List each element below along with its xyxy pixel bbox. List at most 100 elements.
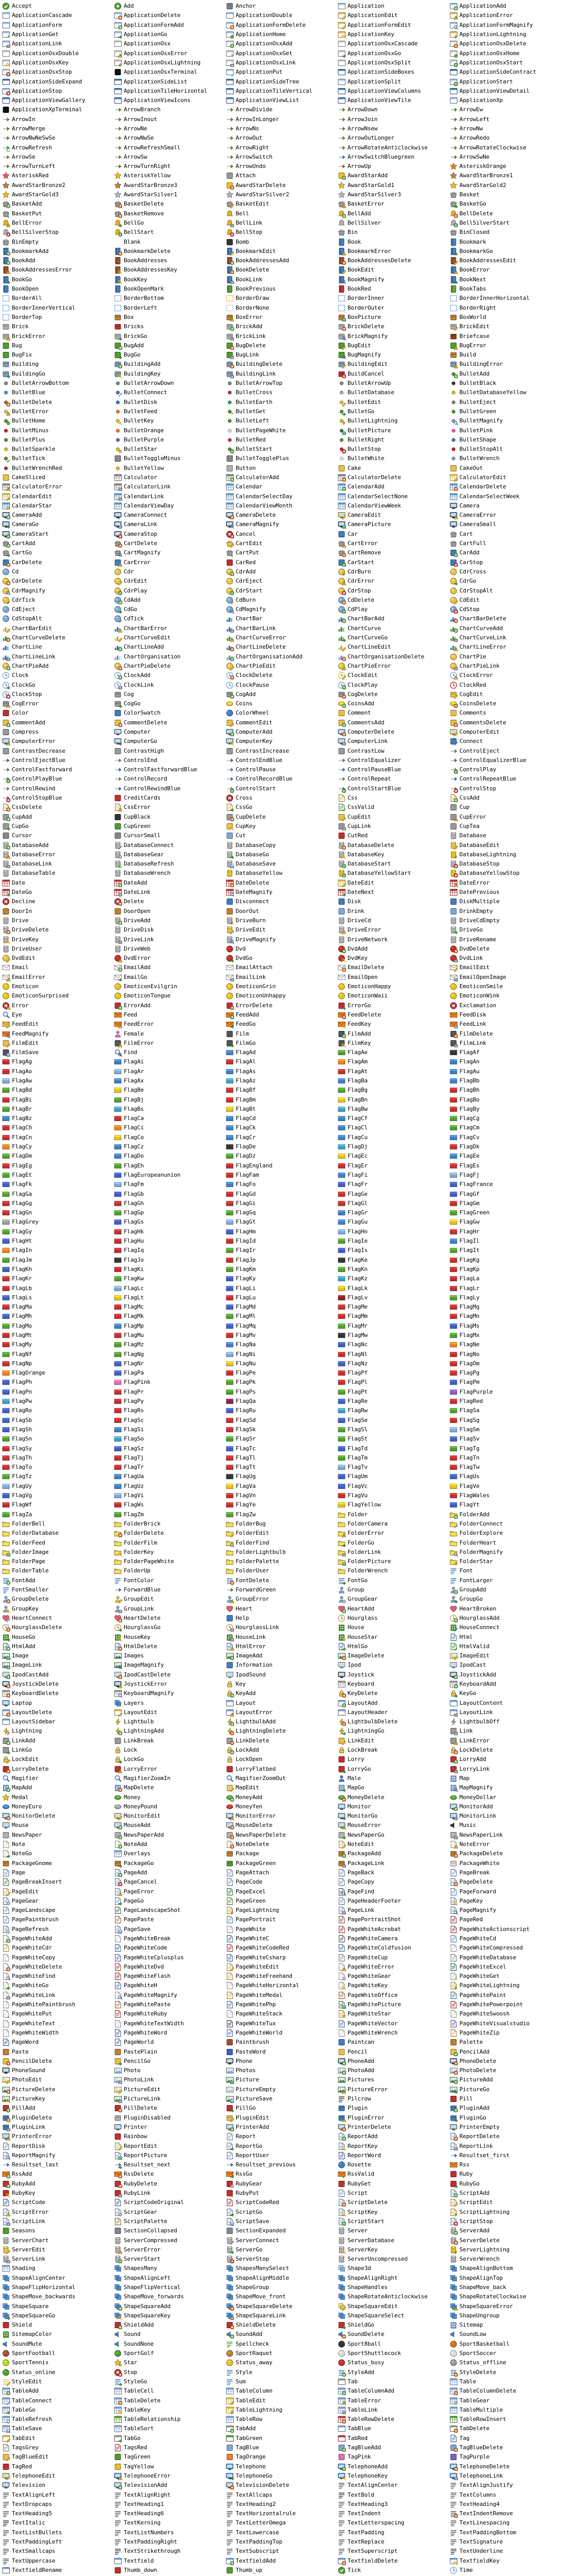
icon-list-item[interactable]: FlagIt [450, 1246, 562, 1255]
icon-list-item[interactable]: ControlRepeat [338, 774, 450, 784]
icon-list-item[interactable]: PageWhiteText [2, 2019, 114, 2028]
icon-list-item[interactable]: FlagLk [338, 1283, 450, 1293]
icon-list-item[interactable]: ClockError [450, 671, 562, 680]
icon-list-item[interactable]: DatabaseWrench [114, 869, 226, 878]
icon-list-item[interactable]: Font [450, 1566, 562, 1575]
icon-list-item[interactable]: FlagTt [226, 1463, 338, 1472]
icon-list-item[interactable]: Seasons [2, 2226, 114, 2235]
icon-list-item[interactable]: FlagZa [2, 1510, 114, 1519]
icon-list-item[interactable]: Shield [2, 2320, 114, 2330]
icon-list-item[interactable]: AwardStarAdd [338, 171, 450, 180]
icon-list-item[interactable]: FlagMr [338, 1321, 450, 1331]
icon-list-item[interactable]: BulletStar [114, 445, 226, 454]
icon-list-item[interactable]: PillAdd [2, 2104, 114, 2113]
icon-list-item[interactable]: FlagIq [114, 1246, 226, 1255]
icon-list-item[interactable]: AwardStarGold2 [450, 181, 562, 190]
icon-list-item[interactable]: BellLink [226, 218, 338, 228]
icon-list-item[interactable]: ScriptLightning [450, 2207, 562, 2216]
icon-list-item[interactable]: Tick [338, 2566, 450, 2575]
icon-list-item[interactable]: FolderLink [338, 1548, 450, 1557]
icon-list-item[interactable]: Male [338, 1774, 450, 1783]
icon-list-item[interactable]: ApplicationOsxDouble [2, 48, 114, 58]
icon-list-item[interactable]: RubyPut [226, 2189, 338, 2198]
icon-list-item[interactable]: BulletStopAlt [450, 445, 562, 454]
icon-list-item[interactable]: FilmAdd [338, 1029, 450, 1038]
icon-list-item[interactable]: ChartLineAdd [114, 642, 226, 652]
icon-list-item[interactable]: Keyboard [338, 1680, 450, 1689]
icon-list-item[interactable]: PageDelete [450, 1877, 562, 1887]
icon-list-item[interactable]: Tab [338, 2377, 450, 2386]
icon-list-item[interactable]: PageExcel [226, 1887, 338, 1896]
icon-list-item[interactable]: Style [226, 2368, 338, 2377]
icon-list-item[interactable]: TextUnderline [450, 2547, 562, 2556]
icon-list-item[interactable]: Server [338, 2226, 450, 2235]
icon-list-item[interactable]: SectionCollapsed [114, 2226, 226, 2235]
icon-list-item[interactable]: NewsPaperGo [338, 1831, 450, 1840]
icon-list-item[interactable]: Hourglass [338, 1614, 450, 1623]
icon-list-item[interactable]: PageWhiteMedal [226, 1991, 338, 2000]
icon-list-item[interactable]: Box [114, 313, 226, 322]
icon-list-item[interactable]: PictureKey [2, 2094, 114, 2104]
icon-list-item[interactable]: FlagCh [2, 1123, 114, 1132]
icon-list-item[interactable]: FlagGrey [2, 1217, 114, 1227]
icon-list-item[interactable]: FlagMo [2, 1321, 114, 1331]
icon-list-item[interactable]: TagRed [2, 2462, 114, 2471]
icon-list-item[interactable]: ScriptCodeOriginal [114, 2198, 226, 2207]
icon-list-item[interactable]: Photos [226, 2066, 338, 2075]
icon-list-item[interactable]: FlagEt [2, 1171, 114, 1180]
icon-list-item[interactable]: FlagPf [338, 1368, 450, 1378]
icon-list-item[interactable]: Report [226, 2132, 338, 2141]
icon-list-item[interactable]: FlagAd [226, 1048, 338, 1057]
icon-list-item[interactable]: CdEject [2, 605, 114, 614]
icon-list-item[interactable]: FeedAdd [226, 1010, 338, 1020]
icon-list-item[interactable]: FlagLy [450, 1293, 562, 1302]
icon-list-item[interactable]: CogDelete [338, 690, 450, 699]
icon-list-item[interactable]: ArrowOut [226, 133, 338, 143]
icon-list-item[interactable]: FlagBs [114, 1105, 226, 1114]
icon-list-item[interactable]: TextPaddingRight [114, 2537, 226, 2547]
icon-list-item[interactable]: CursorSmall [114, 831, 226, 840]
icon-list-item[interactable]: PageWhiteAdd [2, 1934, 114, 1943]
icon-list-item[interactable]: BulletEject [450, 397, 562, 406]
icon-list-item[interactable]: EmoticonUnhappy [226, 991, 338, 1001]
icon-list-item[interactable]: TelephoneAdd [338, 2462, 450, 2471]
icon-list-item[interactable]: FlagOrange [2, 1368, 114, 1378]
icon-list-item[interactable]: BorderTop [2, 313, 114, 322]
icon-list-item[interactable]: Thumb_up [226, 2566, 338, 2575]
icon-list-item[interactable]: TableSave [2, 2424, 114, 2433]
icon-list-item[interactable]: FlagGb [114, 1189, 226, 1198]
icon-list-item[interactable]: CameraError [450, 511, 562, 520]
icon-list-item[interactable]: FlagPg [450, 1368, 562, 1378]
icon-list-item[interactable]: HouseGo [2, 1632, 114, 1641]
icon-list-item[interactable]: DriveMagnify [226, 935, 338, 944]
icon-list-item[interactable]: LorryGo [338, 1765, 450, 1774]
icon-list-item[interactable]: Briefcase [450, 331, 562, 341]
icon-list-item[interactable]: EmailLink [226, 973, 338, 982]
icon-list-item[interactable]: FlagTw [450, 1463, 562, 1472]
icon-list-item[interactable]: BulletWhite [338, 454, 450, 463]
icon-list-item[interactable]: Shading [2, 2264, 114, 2273]
icon-list-item[interactable]: FlagGl [338, 1199, 450, 1208]
icon-list-item[interactable]: Pictures [338, 2075, 450, 2084]
icon-list-item[interactable]: TextHeading5 [2, 2509, 114, 2518]
icon-list-item[interactable]: FolderPicture [338, 1557, 450, 1566]
icon-list-item[interactable]: BugMagnify [338, 350, 450, 360]
icon-list-item[interactable]: ReportLink [450, 2141, 562, 2150]
icon-list-item[interactable]: TextPaddingBottom [450, 2528, 562, 2537]
icon-list-item[interactable]: CdStop [450, 605, 562, 614]
icon-list-item[interactable]: CogGo [114, 699, 226, 708]
icon-list-item[interactable]: TableAdd [2, 2386, 114, 2396]
icon-list-item[interactable]: FolderGo [338, 1538, 450, 1547]
icon-list-item[interactable]: ApplicationOsxStart [450, 58, 562, 67]
icon-list-item[interactable]: BulletPageWhite [226, 426, 338, 435]
icon-list-item[interactable]: FlagKe [338, 1255, 450, 1264]
icon-list-item[interactable]: FlagIr [226, 1246, 338, 1255]
icon-list-item[interactable]: FlagLc [114, 1283, 226, 1293]
icon-list-item[interactable]: BulletPlus [2, 435, 114, 445]
icon-list-item[interactable]: ErrorAdd [114, 1001, 226, 1010]
icon-list-item[interactable]: FlagNe [450, 1340, 562, 1349]
icon-list-item[interactable]: FeedMagnify [2, 1029, 114, 1038]
icon-list-item[interactable]: ArrowNsew [338, 124, 450, 133]
icon-list-item[interactable]: FontLarger [450, 1576, 562, 1585]
icon-list-item[interactable]: TableSort [114, 2424, 226, 2433]
